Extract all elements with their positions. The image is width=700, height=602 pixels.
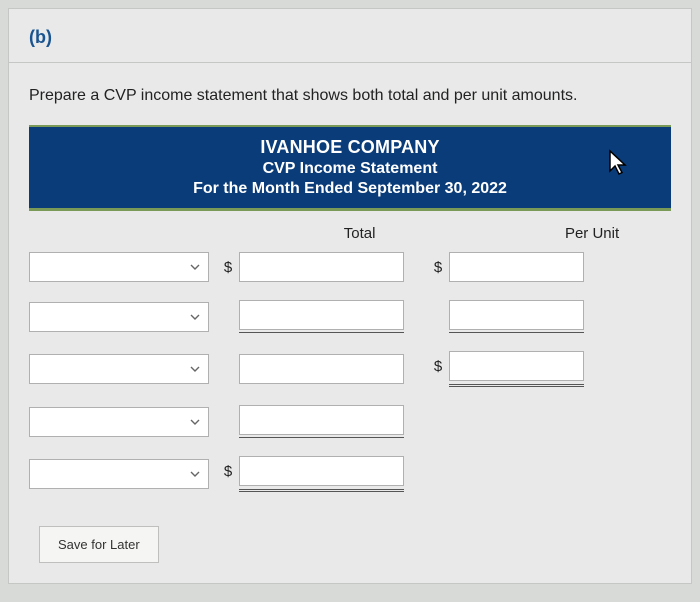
total-amount-input[interactable]	[239, 300, 404, 330]
total-double-underline	[449, 383, 584, 387]
currency-symbol: $	[427, 259, 449, 276]
total-amount-input[interactable]	[239, 252, 404, 282]
total-cell: $	[217, 456, 404, 492]
line-item-select[interactable]	[29, 407, 209, 437]
total-cell: $	[217, 252, 404, 282]
section-label: (b)	[9, 9, 691, 63]
line-item-select[interactable]	[29, 354, 209, 384]
total-cell	[217, 405, 404, 438]
header-spacer	[29, 225, 246, 242]
perunit-cell: $	[412, 351, 592, 387]
statement-header: IVANHOE COMPANY CVP Income Statement For…	[29, 125, 671, 211]
currency-symbol: $	[427, 358, 449, 375]
chevron-down-icon	[190, 314, 200, 320]
chevron-down-icon	[190, 419, 200, 425]
data-row	[29, 405, 671, 438]
subtotal-underline	[239, 437, 404, 438]
total-column-header: Total	[246, 225, 473, 242]
currency-symbol: $	[217, 463, 239, 480]
content-area: Prepare a CVP income statement that show…	[9, 63, 691, 583]
cursor-icon	[607, 149, 631, 177]
statement-title: CVP Income Statement	[29, 160, 671, 178]
company-name: IVANHOE COMPANY	[29, 137, 671, 158]
subtotal-underline	[449, 332, 584, 333]
save-for-later-button[interactable]: Save for Later	[39, 526, 159, 563]
line-item-select[interactable]	[29, 302, 209, 332]
subtotal-underline	[239, 332, 404, 333]
statement-period: For the Month Ended September 30, 2022	[29, 180, 671, 198]
perunit-cell: $	[412, 252, 592, 282]
perunit-column-header: Per Unit	[473, 225, 671, 242]
data-rows: $$$$	[29, 252, 671, 492]
perunit-amount-input[interactable]	[449, 300, 584, 330]
perunit-amount-input[interactable]	[449, 351, 584, 381]
chevron-down-icon	[190, 264, 200, 270]
total-amount-input[interactable]	[239, 354, 404, 384]
perunit-cell	[412, 300, 592, 333]
total-cell	[217, 354, 404, 384]
line-item-select[interactable]	[29, 459, 209, 489]
column-headers: Total Per Unit	[29, 211, 671, 252]
chevron-down-icon	[190, 471, 200, 477]
total-amount-input[interactable]	[239, 456, 404, 486]
data-row: $$	[29, 252, 671, 282]
question-panel: (b) Prepare a CVP income statement that …	[8, 8, 692, 584]
line-item-select[interactable]	[29, 252, 209, 282]
data-row	[29, 300, 671, 333]
data-row: $	[29, 351, 671, 387]
chevron-down-icon	[190, 366, 200, 372]
total-cell	[217, 300, 404, 333]
total-double-underline	[239, 488, 404, 492]
instruction-text: Prepare a CVP income statement that show…	[29, 87, 671, 105]
total-amount-input[interactable]	[239, 405, 404, 435]
data-row: $	[29, 456, 671, 492]
currency-symbol: $	[217, 259, 239, 276]
perunit-amount-input[interactable]	[449, 252, 584, 282]
